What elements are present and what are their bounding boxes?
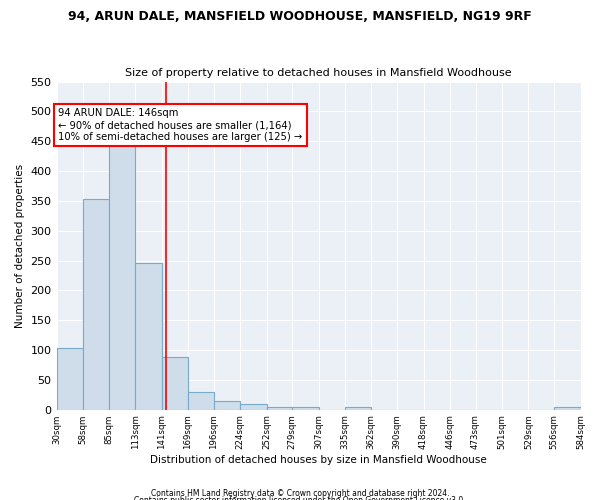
- X-axis label: Distribution of detached houses by size in Mansfield Woodhouse: Distribution of detached houses by size …: [150, 455, 487, 465]
- Bar: [292, 406, 319, 410]
- Text: 94 ARUN DALE: 146sqm
← 90% of detached houses are smaller (1,164)
10% of semi-de: 94 ARUN DALE: 146sqm ← 90% of detached h…: [58, 108, 302, 142]
- Bar: [188, 392, 214, 409]
- Bar: [83, 199, 109, 410]
- Bar: [554, 406, 581, 410]
- Text: 94, ARUN DALE, MANSFIELD WOODHOUSE, MANSFIELD, NG19 9RF: 94, ARUN DALE, MANSFIELD WOODHOUSE, MANS…: [68, 10, 532, 23]
- Bar: [109, 143, 135, 409]
- Bar: [56, 348, 83, 410]
- Title: Size of property relative to detached houses in Mansfield Woodhouse: Size of property relative to detached ho…: [125, 68, 512, 78]
- Bar: [266, 406, 292, 410]
- Bar: [161, 357, 188, 410]
- Bar: [214, 402, 240, 409]
- Text: Contains public sector information licensed under the Open Government Licence v3: Contains public sector information licen…: [134, 496, 466, 500]
- Text: Contains HM Land Registry data © Crown copyright and database right 2024.: Contains HM Land Registry data © Crown c…: [151, 488, 449, 498]
- Bar: [135, 263, 161, 410]
- Bar: [345, 406, 371, 410]
- Y-axis label: Number of detached properties: Number of detached properties: [15, 164, 25, 328]
- Bar: [240, 404, 266, 409]
